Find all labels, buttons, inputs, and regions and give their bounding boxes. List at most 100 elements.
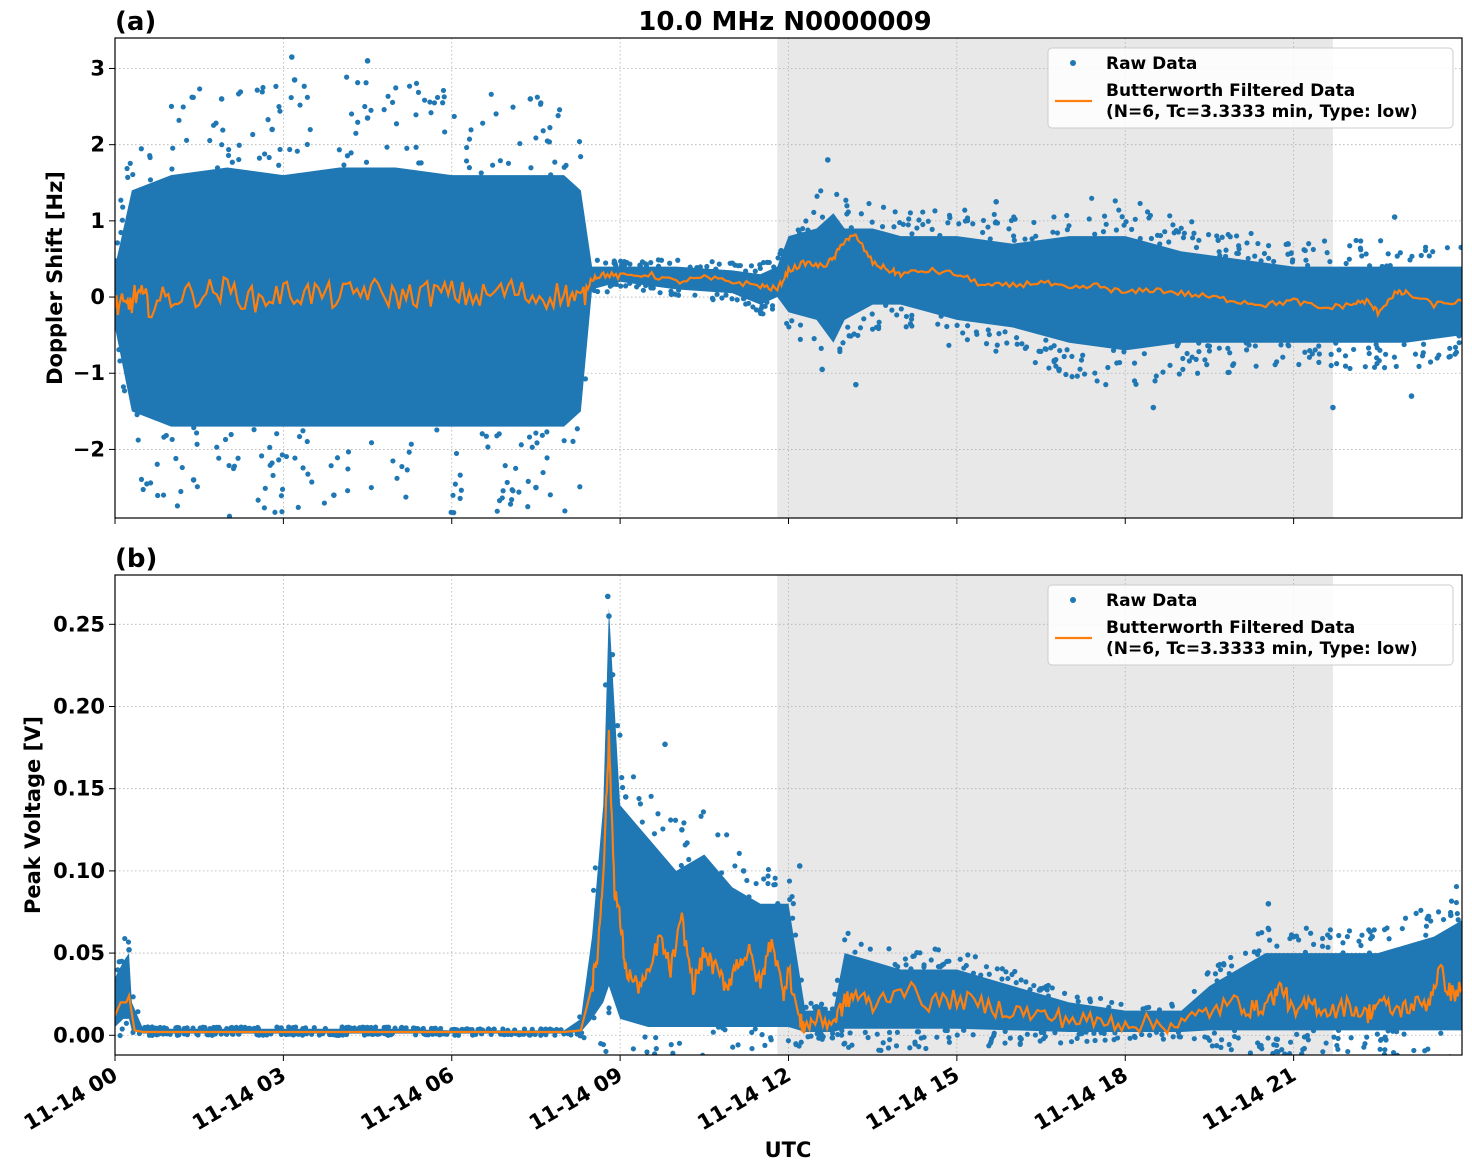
raw-data-point bbox=[654, 1046, 659, 1051]
raw-data-point bbox=[1271, 259, 1276, 264]
panel-b-x-ticks bbox=[115, 1055, 1294, 1061]
raw-data-point bbox=[525, 504, 530, 509]
raw-data-point bbox=[679, 863, 684, 868]
raw-data-point bbox=[583, 376, 588, 381]
raw-data-point bbox=[1103, 1038, 1108, 1043]
raw-data-point bbox=[1129, 227, 1134, 232]
raw-data-point bbox=[1327, 259, 1332, 264]
raw-data-point bbox=[1019, 341, 1024, 346]
raw-data-point bbox=[1190, 235, 1195, 240]
raw-data-point bbox=[1104, 222, 1109, 227]
raw-data-point bbox=[834, 192, 839, 197]
raw-data-point bbox=[211, 1025, 216, 1030]
raw-data-point bbox=[305, 472, 310, 477]
raw-data-point bbox=[1133, 1035, 1138, 1040]
raw-data-point bbox=[954, 323, 959, 328]
raw-data-point bbox=[887, 1037, 892, 1042]
x-axis-label: UTC bbox=[765, 1138, 812, 1162]
raw-data-point bbox=[1377, 1047, 1382, 1052]
raw-data-point bbox=[1452, 352, 1457, 357]
x-tick-label: 11-14 21 bbox=[1198, 1063, 1300, 1136]
raw-data-point bbox=[675, 258, 680, 263]
raw-data-point bbox=[1147, 1033, 1152, 1038]
raw-data-point bbox=[1274, 1043, 1279, 1048]
raw-data-point bbox=[450, 493, 455, 498]
raw-data-point bbox=[1386, 1028, 1391, 1033]
raw-data-point bbox=[501, 488, 506, 493]
raw-data-point bbox=[1386, 936, 1391, 941]
raw-data-point bbox=[986, 1043, 991, 1048]
raw-data-point bbox=[754, 881, 759, 886]
raw-data-point bbox=[762, 1043, 767, 1048]
raw-data-point bbox=[906, 222, 911, 227]
raw-data-point bbox=[369, 440, 374, 445]
raw-data-point bbox=[1158, 233, 1163, 238]
raw-data-point bbox=[510, 105, 515, 110]
raw-data-point bbox=[875, 1032, 880, 1037]
raw-data-point bbox=[1274, 1049, 1279, 1054]
raw-data-point bbox=[1216, 238, 1221, 243]
raw-data-point bbox=[876, 1048, 881, 1053]
raw-data-point bbox=[548, 492, 553, 497]
raw-data-point bbox=[623, 794, 629, 800]
raw-data-point bbox=[895, 1030, 900, 1035]
raw-data-point bbox=[331, 492, 337, 498]
raw-data-point bbox=[1413, 352, 1418, 357]
raw-data-point bbox=[891, 224, 896, 229]
raw-data-point bbox=[118, 230, 123, 235]
panel-a-label: (a) bbox=[115, 7, 156, 37]
raw-data-point bbox=[710, 259, 715, 264]
raw-data-point bbox=[1278, 342, 1283, 347]
raw-data-point bbox=[912, 1039, 917, 1044]
raw-data-point bbox=[305, 95, 310, 100]
raw-data-point bbox=[393, 85, 398, 90]
raw-data-point bbox=[346, 1025, 351, 1030]
raw-data-point bbox=[300, 465, 305, 470]
raw-data-point bbox=[935, 322, 940, 327]
raw-data-point bbox=[237, 143, 242, 148]
raw-data-point bbox=[407, 450, 412, 455]
x-tick-label: 11-14 18 bbox=[1030, 1063, 1132, 1136]
raw-data-point bbox=[930, 227, 935, 232]
raw-data-point bbox=[1180, 367, 1185, 372]
raw-data-point bbox=[1441, 917, 1446, 922]
raw-data-point bbox=[992, 212, 997, 217]
raw-data-point bbox=[1192, 989, 1197, 994]
raw-data-point bbox=[210, 1033, 215, 1038]
raw-data-point bbox=[1050, 985, 1055, 990]
raw-data-point bbox=[688, 265, 693, 270]
raw-data-point bbox=[1205, 1035, 1210, 1040]
raw-data-point bbox=[533, 135, 538, 140]
raw-data-point bbox=[1217, 346, 1222, 351]
raw-data-point bbox=[637, 263, 642, 268]
raw-data-point bbox=[1308, 931, 1313, 936]
raw-data-point bbox=[1380, 264, 1385, 269]
raw-data-point bbox=[256, 1026, 261, 1031]
x-tick-label: 11-14 00 bbox=[20, 1063, 122, 1136]
raw-data-point bbox=[170, 146, 175, 151]
raw-data-point bbox=[1349, 1035, 1354, 1040]
raw-data-point bbox=[390, 100, 395, 105]
raw-data-point bbox=[880, 224, 885, 229]
raw-data-point bbox=[1428, 359, 1433, 364]
raw-data-point bbox=[1285, 241, 1290, 246]
raw-data-point bbox=[920, 209, 925, 214]
raw-data-point bbox=[1022, 236, 1027, 241]
raw-data-point bbox=[1401, 1032, 1406, 1037]
raw-data-point bbox=[865, 1035, 870, 1040]
raw-data-point bbox=[1045, 987, 1050, 992]
raw-data-point bbox=[595, 289, 600, 294]
raw-data-point bbox=[1364, 1035, 1369, 1040]
raw-data-point bbox=[352, 1025, 357, 1030]
raw-data-point bbox=[1418, 908, 1423, 913]
raw-data-point bbox=[1196, 238, 1201, 243]
raw-data-point bbox=[419, 160, 424, 165]
raw-data-point bbox=[939, 963, 944, 968]
raw-data-point bbox=[1213, 971, 1218, 976]
raw-data-point bbox=[652, 831, 657, 836]
raw-data-point bbox=[798, 322, 803, 327]
raw-data-point bbox=[893, 209, 898, 214]
raw-data-point bbox=[765, 881, 770, 886]
raw-data-point bbox=[844, 203, 849, 208]
raw-data-point bbox=[1366, 927, 1371, 932]
